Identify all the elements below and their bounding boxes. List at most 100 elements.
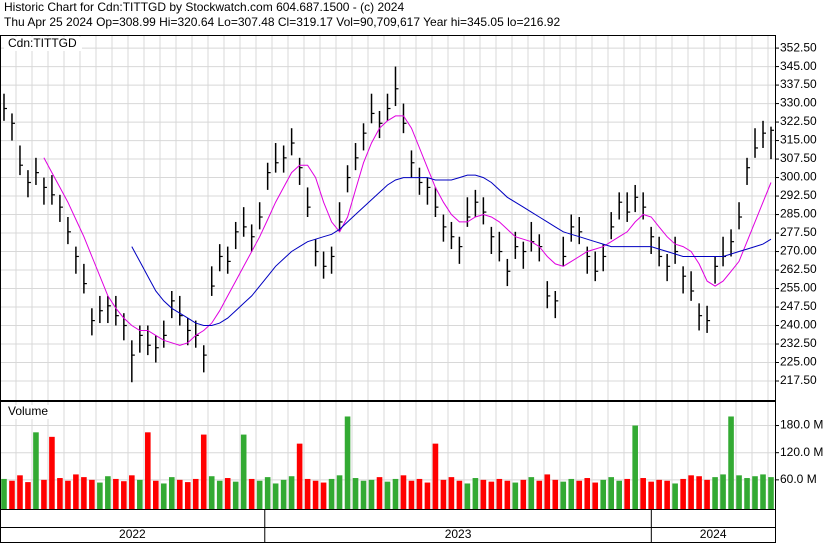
- y-tick-label: 225.00: [780, 355, 817, 369]
- volume-bar: [520, 479, 527, 509]
- volume-bar: [264, 477, 271, 509]
- volume-bar: [568, 478, 575, 509]
- volume-bar: [608, 477, 615, 509]
- volume-bar: [168, 477, 175, 509]
- volume-bar: [704, 479, 710, 509]
- volume-bar: [744, 478, 750, 509]
- volume-bar: [232, 481, 239, 509]
- y-tick-label: 315.00: [780, 133, 817, 147]
- moving-average: [131, 174, 772, 326]
- volume-bar: [105, 476, 111, 509]
- volume-bar: [376, 477, 383, 509]
- volume-bar: [480, 479, 487, 509]
- volume-bar: [81, 477, 87, 509]
- y-tick-label: 277.50: [780, 225, 817, 239]
- y-tick-label: 337.50: [780, 77, 817, 91]
- volume-label: Volume: [8, 404, 48, 418]
- volume-bar: [272, 483, 279, 509]
- volume-bar: [720, 474, 726, 509]
- volume-bar: [632, 425, 638, 509]
- volume-bar: [600, 479, 607, 509]
- volume-bar: [592, 482, 599, 509]
- volume-bar: [496, 478, 503, 509]
- volume-bar: [448, 477, 455, 509]
- volume-bar: [344, 416, 351, 509]
- volume-bar: [648, 481, 654, 509]
- moving-average: [43, 115, 772, 346]
- y-tick-label: 255.00: [780, 281, 817, 295]
- y-tick-label: 292.50: [780, 188, 817, 202]
- volume-bar: [9, 480, 15, 509]
- volume-bar: [256, 480, 263, 509]
- volume-bar: [560, 481, 567, 509]
- y-tick-label: 352.50: [780, 40, 817, 54]
- y-tick-label: 345.00: [780, 59, 817, 73]
- volume-bar: [584, 478, 591, 509]
- volume-bar: [472, 478, 479, 509]
- volume-bar: [57, 478, 63, 509]
- x-tick-label: 2022: [119, 527, 146, 541]
- volume-bar: [336, 475, 343, 509]
- volume-bar: [216, 480, 223, 509]
- volume-bar: [616, 480, 622, 509]
- volume-bar: [296, 443, 303, 509]
- volume-bar: [528, 477, 535, 509]
- volume-bar: [696, 476, 702, 509]
- volume-bar: [25, 482, 31, 509]
- volume-bar: [280, 479, 287, 509]
- volume-bar: [240, 434, 247, 509]
- y-tick-label: 285.00: [780, 207, 817, 221]
- y-tick-label: 270.00: [780, 244, 817, 258]
- volume-bar: [1, 478, 7, 509]
- volume-bar: [160, 483, 167, 509]
- volume-bar: [736, 475, 742, 509]
- volume-bar: [760, 474, 766, 509]
- volume-bar: [145, 432, 151, 509]
- volume-bar: [89, 479, 95, 509]
- volume-bar: [137, 479, 143, 509]
- chart-title: Historic Chart for Cdn:TITTGD by Stockwa…: [4, 0, 404, 14]
- volume-bar: [432, 443, 439, 509]
- volume-bar: [41, 479, 47, 509]
- volume-bar: [424, 482, 431, 509]
- volume-bar: [352, 478, 359, 509]
- volume-bar: [192, 478, 199, 509]
- volume-bar: [200, 434, 207, 509]
- volume-bar: [384, 481, 391, 509]
- volume-bar: [49, 436, 55, 509]
- volume-bar: [456, 480, 463, 509]
- y-tick-label: 120.0 M: [780, 445, 823, 459]
- volume-bar: [688, 475, 694, 509]
- volume-bar: [121, 481, 127, 509]
- volume-bar: [400, 475, 407, 509]
- volume-bar: [208, 476, 215, 509]
- volume-bar: [184, 482, 191, 509]
- volume-bar: [368, 479, 375, 509]
- symbol-bg: [4, 37, 82, 51]
- volume-bar: [17, 475, 23, 509]
- volume-bar: [488, 481, 495, 509]
- y-tick-label: 232.50: [780, 336, 817, 350]
- price-frame: [0, 35, 776, 401]
- volume-bar: [33, 432, 39, 509]
- volume-bar: [153, 480, 159, 509]
- volume-bar: [624, 478, 630, 509]
- plot: [1, 66, 775, 509]
- volume-bar: [73, 474, 79, 509]
- x-tick-label: 2024: [700, 527, 727, 541]
- volume-bar: [464, 483, 471, 509]
- volume-bar: [129, 475, 135, 509]
- y-tick-label: 180.0 M: [780, 418, 823, 432]
- volume-bar: [97, 482, 103, 509]
- volume-bar: [416, 478, 423, 509]
- y-tick-label: 240.00: [780, 318, 817, 332]
- volume-bar: [768, 477, 774, 509]
- volume-bar: [360, 480, 367, 509]
- volume-bar: [312, 480, 319, 509]
- volume-bar: [304, 478, 311, 509]
- volume-bar: [392, 478, 399, 509]
- volume-bar: [512, 482, 519, 509]
- volume-bar: [65, 480, 71, 509]
